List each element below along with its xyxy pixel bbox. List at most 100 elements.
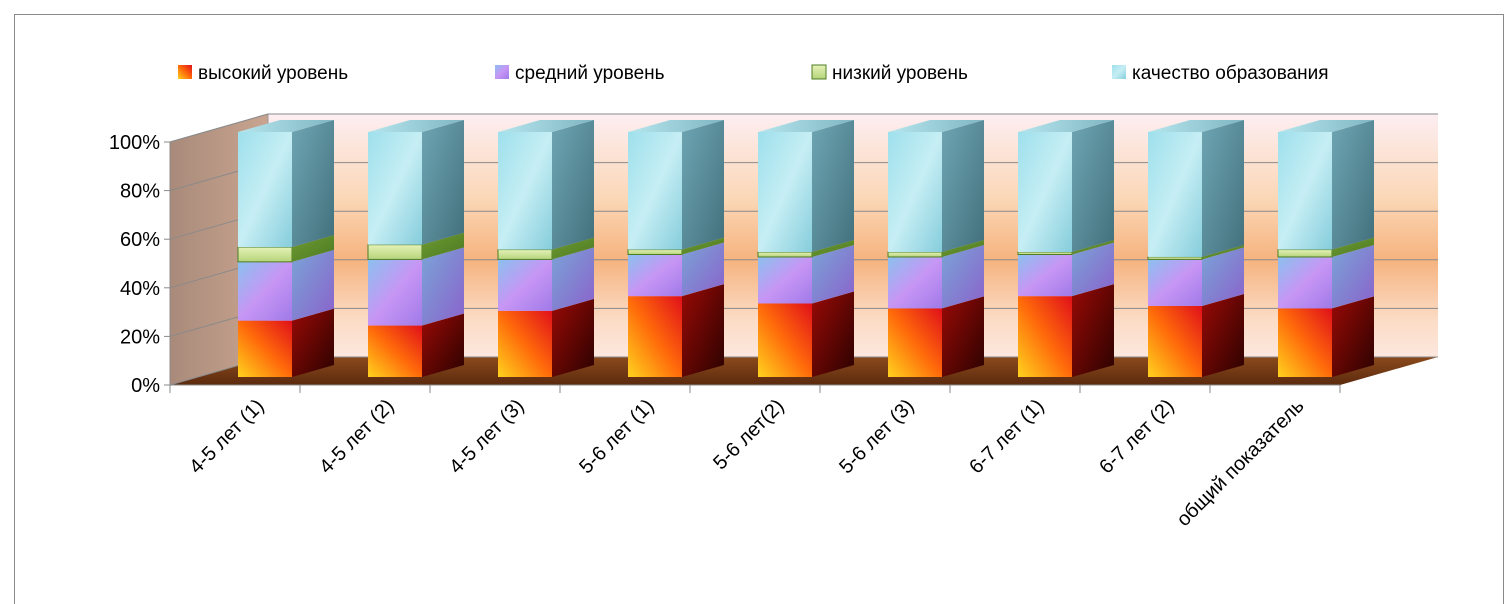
bar-segment-1 (888, 256, 942, 309)
bar-segment-0 (758, 303, 812, 377)
legend-label: средний уровень (515, 63, 665, 84)
bar-side-2 (942, 240, 984, 257)
bar-side-3 (292, 120, 334, 248)
bar-side-0 (552, 298, 594, 377)
bar-stack (497, 120, 594, 377)
y-tick-label: 80% (120, 181, 160, 203)
bar-segment-1 (238, 261, 292, 321)
legend-item: качество образования (1112, 63, 1329, 84)
bar-side-0 (1332, 296, 1374, 377)
bar-segment-3 (1148, 132, 1202, 257)
bar-side-1 (812, 244, 854, 304)
x-tick-label: 5-6 лет(2) (709, 395, 788, 474)
bar-side-3 (422, 120, 464, 245)
x-tick-label: 4-5 лет (2) (315, 395, 398, 478)
bar-segment-0 (1148, 305, 1202, 377)
bar-segment-2 (757, 251, 813, 258)
x-tick-label: 4-5 лет (1) (185, 395, 268, 478)
bar-segment-1 (498, 259, 552, 311)
bar-top (1148, 120, 1244, 132)
bar-top (888, 120, 984, 132)
bar-side-0 (812, 291, 854, 377)
bar-segment-2 (1277, 249, 1333, 258)
bar-top (628, 120, 724, 132)
bar-segment-1 (628, 254, 682, 297)
bar-stack (627, 120, 724, 377)
bar-segment-3 (1278, 132, 1332, 250)
bar-side-2 (682, 237, 724, 255)
legend: высокий уровень средний уровень низкий уро… (178, 63, 1329, 84)
bar-segment-3 (1018, 132, 1072, 253)
bar-side-0 (292, 308, 334, 377)
x-tick-label: 6-7 лет (2) (1095, 395, 1178, 478)
bar-side-1 (422, 247, 464, 326)
bar-side-3 (1332, 120, 1374, 250)
bar-side-2 (812, 240, 854, 257)
legend-label: низкий уровень (832, 63, 968, 84)
bar-segment-2 (627, 249, 683, 256)
bar-side-3 (552, 120, 594, 250)
legend-item: низкий уровень (811, 63, 968, 84)
bar-side-2 (1332, 237, 1374, 257)
bar-segment-0 (238, 320, 292, 377)
bar-top (1018, 120, 1114, 132)
bar-top (368, 120, 464, 132)
bar-top (758, 120, 854, 132)
x-tick-label: общий показатель (1173, 395, 1309, 531)
bar-segment-1 (1018, 254, 1072, 297)
bar-side-1 (552, 247, 594, 311)
bar-top (238, 120, 334, 132)
gridline-side (169, 113, 269, 143)
legend-item: средний уровень (495, 63, 665, 84)
bar-side-2 (1202, 244, 1244, 260)
y-tick-label: 0% (131, 375, 160, 397)
legend-label: высокий уровень (198, 63, 348, 84)
bar-segment-0 (368, 325, 422, 377)
bar-side-1 (1072, 242, 1114, 297)
legend-swatch (178, 65, 192, 79)
x-tick-label: 4-5 лет (3) (445, 395, 528, 478)
x-tick-label: 5-6 лет (3) (835, 395, 918, 478)
bar-segment-3 (758, 132, 812, 253)
bar-segment-2 (1147, 256, 1203, 260)
bar-segment-0 (628, 296, 682, 377)
bar-stack (237, 120, 334, 377)
bar-top (498, 120, 594, 132)
stacked-3d-bar-chart: 0% 20% 40% 60% 80% 100% 4-5 лет (1) 4-5 лет (2)… (109, 63, 1438, 531)
bar-segment-3 (888, 132, 942, 253)
bar-segment-2 (1017, 251, 1073, 256)
bar-segment-2 (887, 251, 943, 258)
y-tick-label: 40% (120, 278, 160, 300)
bar-side-2 (552, 237, 594, 260)
bar-segment-3 (628, 132, 682, 250)
bar-side-3 (942, 120, 984, 253)
bar-segment-1 (758, 256, 812, 304)
legend-swatch (1112, 65, 1126, 79)
bar-segment-1 (1278, 256, 1332, 309)
bar-side-3 (682, 120, 724, 250)
legend-swatch (495, 65, 509, 79)
y-tick-label: 20% (120, 326, 160, 348)
bar-side-1 (682, 242, 724, 297)
bar-side-2 (1072, 240, 1114, 255)
bar-side-1 (1202, 247, 1244, 306)
bar-segment-1 (368, 259, 422, 326)
y-tick-label: 100% (109, 132, 160, 154)
bar-side-2 (422, 232, 464, 260)
bar-stack (1277, 120, 1374, 377)
bar-side-0 (1202, 293, 1244, 377)
bar-side-0 (682, 284, 724, 377)
bar-stack (887, 120, 984, 377)
bar-segment-3 (498, 132, 552, 250)
bar-stack (1147, 120, 1244, 377)
bar-stack (1017, 120, 1114, 377)
bar-segment-3 (368, 132, 422, 245)
bar-side-3 (1202, 120, 1244, 257)
bar-side-3 (812, 120, 854, 253)
legend-label: качество образования (1132, 63, 1329, 84)
bar-side-1 (942, 244, 984, 309)
bar-segment-2 (237, 246, 293, 263)
bars (237, 120, 1374, 377)
bar-segment-2 (497, 249, 553, 260)
bar-side-1 (292, 249, 334, 321)
